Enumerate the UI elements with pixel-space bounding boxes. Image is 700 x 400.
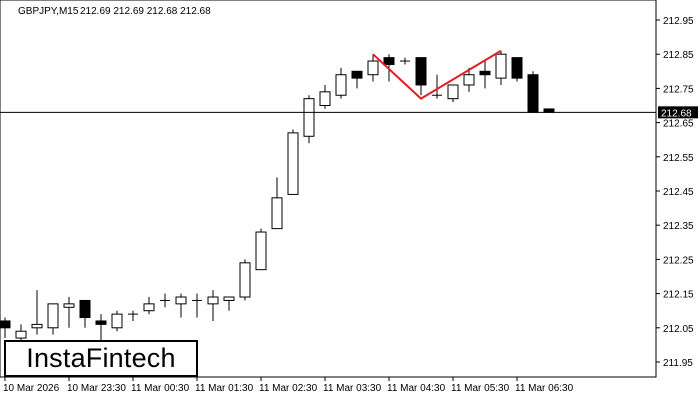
candle-body bbox=[383, 57, 395, 65]
candle bbox=[447, 84, 459, 103]
candle bbox=[31, 290, 43, 335]
candle bbox=[160, 293, 170, 308]
candle-body bbox=[111, 313, 123, 329]
x-tick-label: 10 Mar 23:30 bbox=[67, 383, 126, 394]
candle-body bbox=[175, 296, 187, 305]
candle-body bbox=[143, 303, 155, 312]
candle bbox=[223, 296, 235, 311]
candle bbox=[367, 54, 379, 82]
y-tick-label: 212.55 bbox=[663, 153, 694, 164]
current-price-line: 212.68 bbox=[0, 106, 698, 119]
candle-body bbox=[479, 70, 491, 76]
y-tick-label: 212.95 bbox=[663, 16, 694, 27]
candle bbox=[175, 293, 187, 318]
candle bbox=[271, 177, 283, 230]
candle-body bbox=[47, 303, 59, 329]
candle-body bbox=[303, 98, 315, 137]
chart-ohlc: 212.69 212.69 212.68 212.68 bbox=[80, 6, 211, 17]
candle bbox=[143, 297, 155, 315]
candle-body bbox=[63, 303, 75, 308]
candle bbox=[15, 324, 27, 342]
candle-body bbox=[95, 320, 107, 325]
candle bbox=[319, 84, 331, 109]
candle bbox=[0, 317, 11, 339]
candle-body bbox=[335, 74, 347, 96]
candle bbox=[400, 57, 410, 65]
y-tick-label: 212.35 bbox=[663, 221, 694, 232]
y-tick-label: 212.15 bbox=[663, 290, 694, 301]
y-tick-label: 212.65 bbox=[663, 119, 694, 130]
candle bbox=[47, 303, 59, 335]
x-tick-label: 11 Mar 05:30 bbox=[451, 383, 510, 394]
candle-body bbox=[15, 330, 27, 339]
candle-body bbox=[527, 74, 539, 113]
candle-body bbox=[31, 323, 43, 329]
chart-symbol: GBPJPY,M15 bbox=[18, 6, 79, 17]
y-tick-label: 212.75 bbox=[663, 84, 694, 95]
y-tick-label: 212.85 bbox=[663, 50, 694, 61]
y-axis: 212.95 212.85 212.75 212.65 212.55 212.45 212.… bbox=[656, 16, 694, 369]
plot-area[interactable] bbox=[0, 0, 657, 378]
candle-body bbox=[351, 70, 363, 79]
candle bbox=[527, 71, 539, 113]
x-tick-label: 11 Mar 00:30 bbox=[131, 383, 190, 394]
candle bbox=[303, 95, 315, 144]
candle bbox=[207, 290, 219, 321]
candle bbox=[351, 70, 363, 89]
candle bbox=[128, 310, 138, 321]
candle-body bbox=[415, 57, 427, 86]
y-tick-label: 211.95 bbox=[663, 358, 693, 369]
x-tick-label: 11 Mar 06:30 bbox=[515, 383, 574, 394]
candle-body bbox=[239, 262, 251, 298]
candle-body bbox=[543, 108, 555, 113]
candle bbox=[79, 299, 91, 328]
candle bbox=[239, 259, 251, 301]
current-price-label-bg bbox=[658, 106, 698, 119]
candle bbox=[432, 74, 442, 99]
candle bbox=[111, 310, 123, 332]
candle-body bbox=[495, 53, 507, 79]
candle bbox=[192, 293, 202, 318]
x-tick-label: 11 Mar 04:30 bbox=[387, 383, 446, 394]
candle-body bbox=[223, 296, 235, 301]
candle-body bbox=[79, 299, 91, 319]
candle-body bbox=[287, 132, 299, 195]
candle-body bbox=[319, 91, 331, 106]
candles bbox=[0, 50, 555, 342]
double-top-pattern bbox=[372, 49, 502, 100]
x-tick-label: 10 Mar 2026 bbox=[3, 383, 60, 394]
y-tick-label: 212.45 bbox=[663, 187, 694, 198]
double-top-line bbox=[372, 49, 502, 100]
candle-body bbox=[511, 57, 523, 79]
candle bbox=[463, 67, 475, 92]
candle bbox=[479, 61, 491, 89]
candle-body bbox=[447, 84, 459, 100]
candle-body bbox=[367, 60, 379, 76]
x-tick-label: 11 Mar 03:30 bbox=[323, 383, 382, 394]
candle bbox=[511, 57, 523, 82]
candle bbox=[255, 228, 267, 271]
x-tick-label: 11 Mar 01:30 bbox=[195, 383, 254, 394]
candle-body bbox=[255, 231, 267, 271]
candle-body bbox=[207, 296, 219, 305]
candle-body bbox=[0, 320, 11, 329]
y-tick-label: 212.05 bbox=[663, 324, 694, 335]
instafintech-logo: InstaFintech bbox=[4, 340, 198, 377]
candle bbox=[543, 108, 555, 113]
candle bbox=[335, 67, 347, 99]
candle bbox=[415, 57, 427, 96]
candle-body bbox=[463, 74, 475, 86]
candle bbox=[287, 129, 299, 195]
candle bbox=[95, 314, 107, 342]
candle bbox=[495, 50, 507, 85]
current-price-label: 212.68 bbox=[661, 108, 692, 119]
x-tick-label: 11 Mar 02:30 bbox=[259, 383, 318, 394]
y-tick-label: 212.25 bbox=[663, 255, 694, 266]
candle bbox=[63, 297, 75, 328]
x-axis: 10 Mar 2026 10 Mar 23:30 11 Mar 00:30 11 Ma… bbox=[3, 377, 574, 394]
candle-body bbox=[271, 197, 283, 230]
